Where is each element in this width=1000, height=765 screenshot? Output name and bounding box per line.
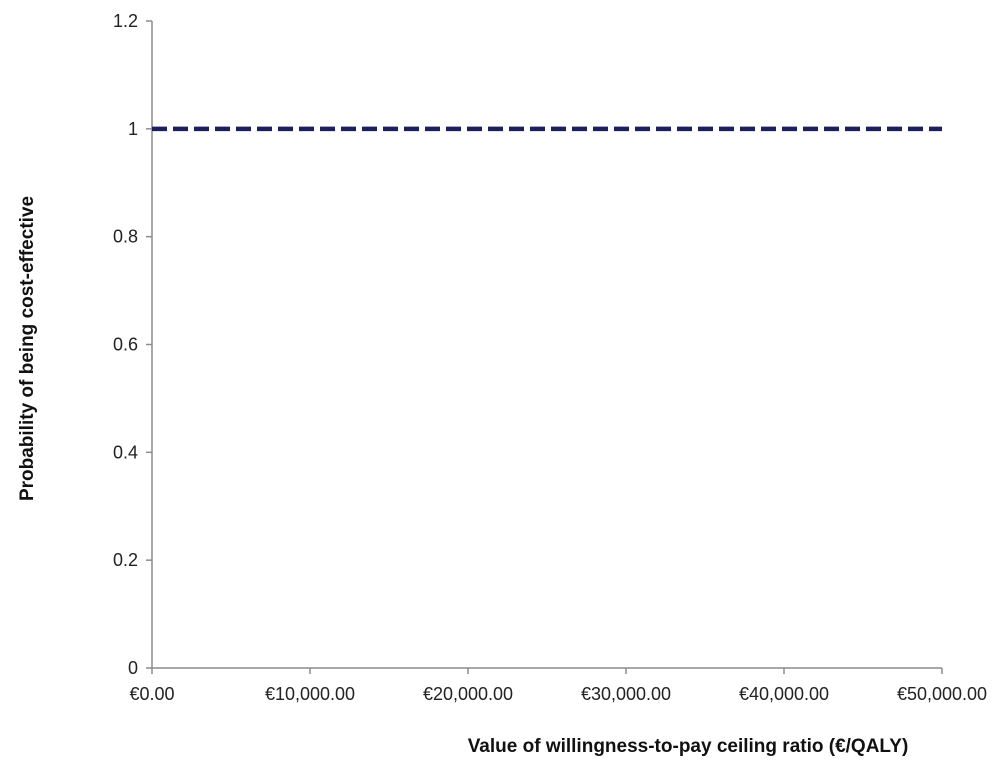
ticks-layer: 0 0.2 0.4 0.6 0.8 1 1.2 €0.00 €10,000.00 €20,000.… [113, 11, 987, 704]
x-tick-label: €30,000.00 [581, 684, 671, 704]
y-tick-label: 0.2 [113, 550, 138, 570]
x-axis-title: Value of willingness-to-pay ceiling rati… [468, 736, 909, 757]
y-tick-label: 1 [128, 119, 138, 139]
x-tick-label: €40,000.00 [739, 684, 829, 704]
x-tick-label: €0.00 [129, 684, 174, 704]
y-tick-label: 1.2 [113, 11, 138, 31]
y-tick-label: 0.4 [113, 442, 138, 462]
y-tick-label: 0 [128, 658, 138, 678]
y-axis-title: Probability of being cost-effective [17, 196, 38, 501]
x-tick-label: €10,000.00 [265, 684, 355, 704]
y-tick-label: 0.6 [113, 335, 138, 355]
y-tick-label: 0.8 [113, 227, 138, 247]
axes-layer [151, 21, 942, 669]
x-tick-label: €50,000.00 [897, 684, 987, 704]
x-tick-label: €20,000.00 [423, 684, 513, 704]
